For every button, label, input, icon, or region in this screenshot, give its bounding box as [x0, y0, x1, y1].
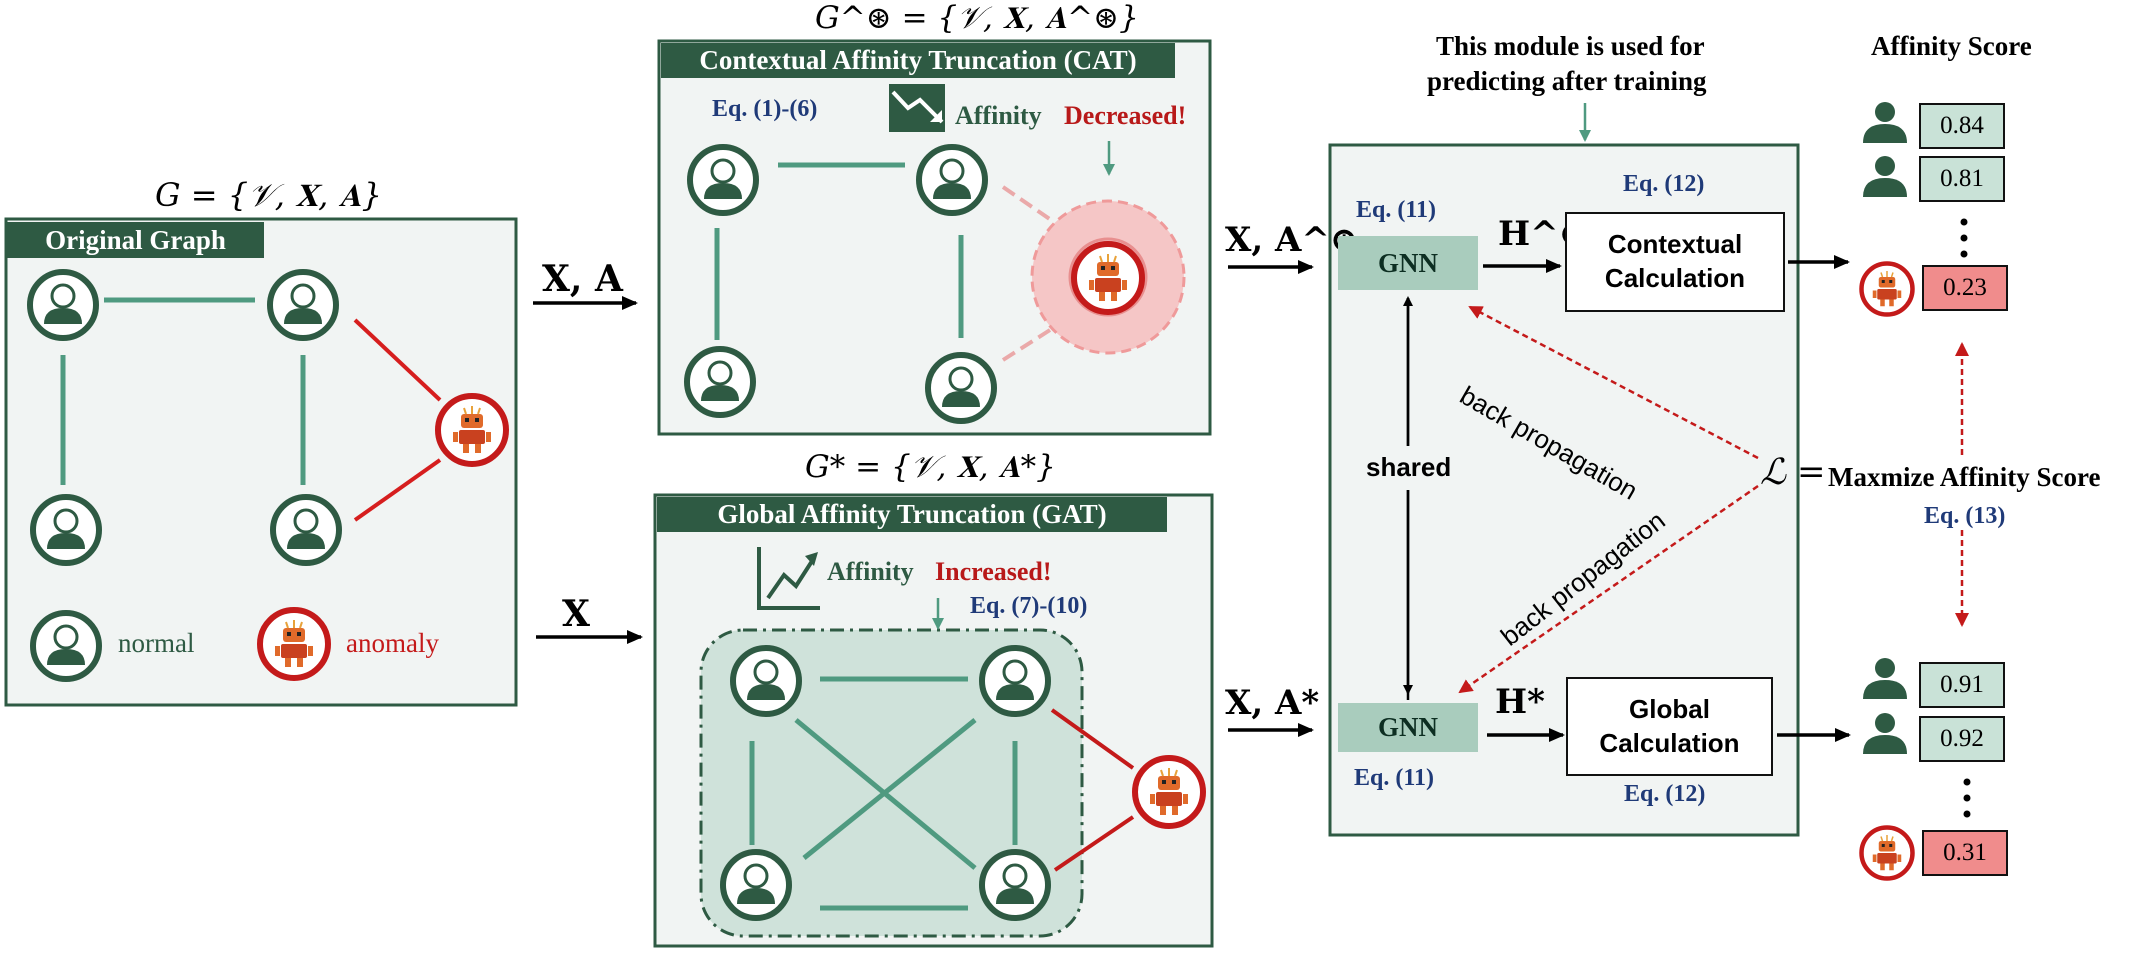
score-anomaly-icon-bottom — [1862, 828, 1913, 879]
node-normal — [687, 349, 753, 415]
original-graph-formula: G = {𝒱, 𝐗, 𝐀} — [155, 176, 382, 214]
orig-edge-anomaly — [353, 458, 442, 522]
loss-eq: Eq. (13) — [1924, 503, 2006, 529]
node-normal — [273, 497, 339, 563]
contextual-calculation-box: Contextual Calculation — [1565, 212, 1785, 312]
score-anomaly-icon-top — [1862, 264, 1913, 315]
gat-eq-label: Eq. (7)-(10) — [970, 593, 1088, 619]
loss-text: Maxmize Affinity Score — [1828, 462, 2101, 492]
contextual-calc-line1: Contextual — [1607, 229, 1743, 260]
score-top-icons — [1863, 102, 1968, 258]
gat-edge-anomaly — [1050, 708, 1135, 770]
node-normal — [690, 147, 756, 213]
loss-symbol: ℒ — [1760, 452, 1786, 493]
node-normal — [30, 272, 96, 338]
legend-anomaly-icon — [260, 610, 328, 678]
node-normal — [982, 648, 1048, 714]
cat-eq-label: Eq. (1)-(6) — [712, 96, 818, 122]
node-normal — [928, 355, 994, 421]
node-anomaly — [438, 396, 506, 464]
global-calculation-box: Global Calculation — [1566, 677, 1773, 776]
gnn-bottom: GNN — [1338, 703, 1478, 752]
legend-normal-icon — [33, 613, 99, 679]
score-bottom-3: 0.31 — [1922, 830, 2008, 876]
eq12-top: Eq. (12) — [1623, 171, 1705, 197]
original-graph-header: Original Graph — [7, 222, 264, 258]
gat-header: Global Affinity Truncation (GAT) — [657, 497, 1167, 532]
orig-edge-anomaly — [353, 318, 442, 402]
shared-label: shared — [1366, 452, 1452, 482]
node-normal — [33, 497, 99, 563]
node-anomaly — [1074, 244, 1142, 312]
global-calc-line2: Calculation — [1599, 727, 1740, 758]
arrow-label-xa-cat: 𝐗, 𝐀^⊛ — [1225, 220, 1359, 260]
gnn-top: GNN — [1338, 236, 1478, 290]
cat-formula: G^⊛ = {𝒱, 𝐗, 𝐀^⊛} — [815, 0, 1139, 36]
cat-affinity-change: Decreased! — [1064, 101, 1187, 130]
backprop-arrow-bottom — [1458, 484, 1759, 694]
node-normal — [733, 648, 799, 714]
shared-label-bg — [1360, 446, 1455, 490]
module-note-line2: predicting after training — [1427, 66, 1707, 96]
gat-formula: G* = {𝒱, 𝐗, 𝐀*} — [805, 449, 1056, 485]
cat-header: Contextual Affinity Truncation (CAT) — [661, 43, 1175, 78]
node-normal — [270, 272, 336, 338]
h-gat-label: 𝐇* — [1495, 682, 1545, 722]
node-normal — [919, 147, 985, 213]
global-calc-line1: Global — [1629, 693, 1710, 724]
cat-edge-truncated — [1001, 328, 1052, 362]
gat-edge-anomaly — [1053, 815, 1135, 872]
cat-edge-truncated — [1001, 185, 1056, 224]
score-bottom-2: 0.92 — [1919, 716, 2005, 762]
legend-anomaly-label: anomaly — [346, 628, 439, 658]
eq11-top: Eq. (11) — [1356, 197, 1437, 223]
backprop-arrow-top — [1468, 305, 1759, 460]
arrow-label-xa: 𝐗, 𝐀 — [542, 258, 623, 300]
gat-affinity-word: Affinity — [827, 557, 914, 586]
chart-up-icon — [757, 547, 820, 610]
eq11-bottom: Eq. (11) — [1354, 765, 1435, 791]
anomaly-halo-inner — [1068, 237, 1148, 317]
score-bottom-1: 0.91 — [1919, 662, 2005, 708]
score-bottom-icons — [1863, 658, 1971, 818]
arrow-label-x: 𝐗 — [562, 593, 590, 635]
cat-affinity-word: Affinity — [955, 101, 1042, 130]
node-anomaly — [1135, 758, 1203, 826]
score-top-1: 0.84 — [1919, 103, 2005, 149]
module-note-line1: This module is used for — [1436, 31, 1705, 61]
contextual-calc-line2: Calculation — [1604, 263, 1746, 293]
chart-down-icon — [889, 84, 945, 132]
score-top-2: 0.81 — [1919, 156, 2005, 202]
node-normal — [982, 852, 1048, 918]
eq12-bottom: Eq. (12) — [1624, 781, 1706, 807]
score-top-3: 0.23 — [1922, 265, 2008, 311]
gat-cluster — [699, 628, 1084, 938]
arrow-label-xa-gat: 𝐗, 𝐀* — [1225, 683, 1320, 723]
loss-equals: = — [1797, 452, 1826, 492]
node-normal — [723, 852, 789, 918]
gat-edge — [802, 718, 977, 860]
legend-normal-label: normal — [118, 628, 195, 658]
affinity-score-title: Affinity Score — [1871, 31, 2032, 61]
gat-affinity-change: Increased! — [935, 557, 1052, 586]
